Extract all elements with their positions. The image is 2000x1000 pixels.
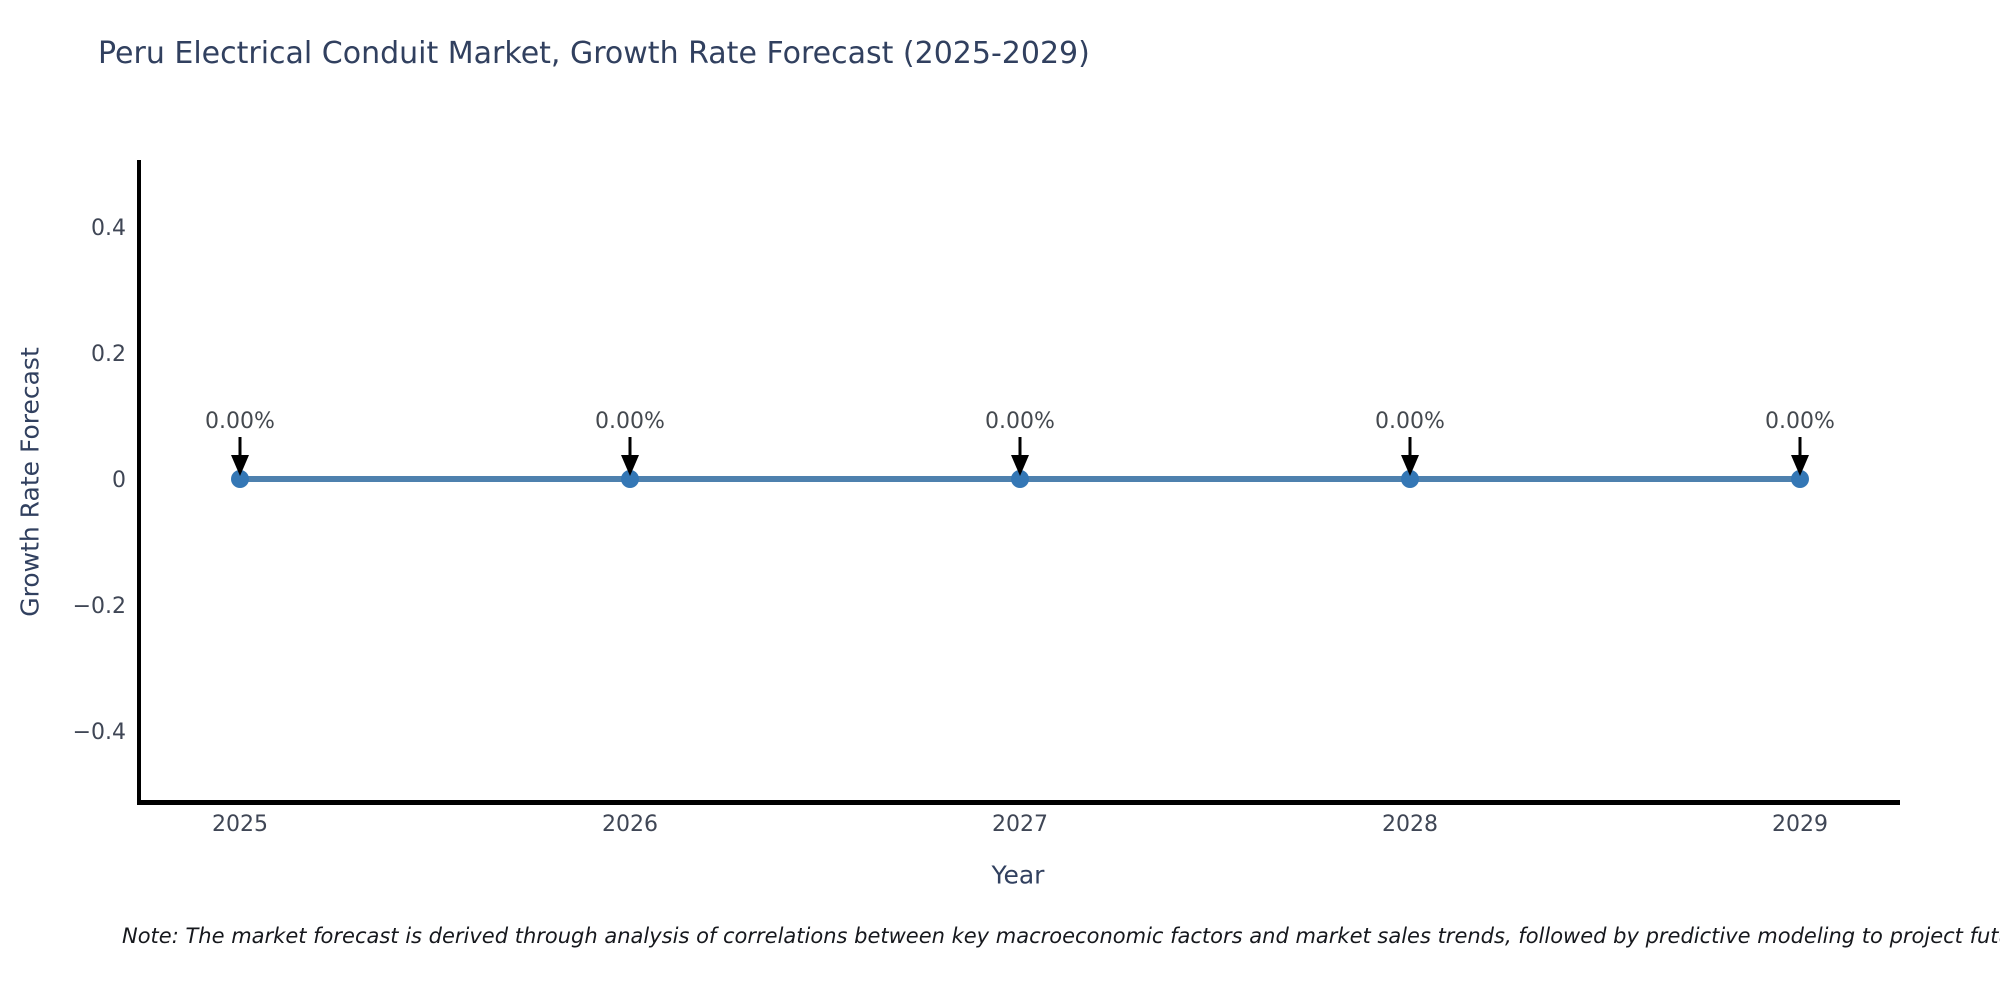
data-point-marker [1401, 470, 1419, 488]
x-axis-title: Year [991, 860, 1045, 890]
data-point-marker [231, 470, 249, 488]
x-tick-label: 2025 [212, 812, 268, 837]
y-tick-label: −0.4 [73, 720, 126, 745]
data-point-marker [1011, 470, 1029, 488]
y-axis-spine [137, 160, 141, 805]
annotation-arrowhead-icon [1791, 455, 1809, 476]
annotation-arrowhead-icon [231, 455, 249, 476]
footnote: Note: The market forecast is derived thr… [122, 924, 2000, 948]
y-tick-label: 0 [112, 468, 126, 493]
x-tick-label: 2028 [1382, 812, 1438, 837]
x-tick-label: 2027 [992, 812, 1048, 837]
y-tick-label: −0.2 [73, 594, 126, 619]
point-value-label: 0.00% [205, 409, 275, 434]
y-tick-label: 0.2 [91, 342, 126, 367]
annotation-arrowhead-icon [1011, 455, 1029, 476]
chart-title: Peru Electrical Conduit Market, Growth R… [98, 36, 1090, 71]
y-tick-label: 0.4 [91, 216, 126, 241]
data-point-marker [1791, 470, 1809, 488]
x-axis-spine [137, 800, 1900, 805]
data-point-marker [621, 470, 639, 488]
x-tick-label: 2029 [1772, 812, 1828, 837]
annotation-arrowhead-icon [1401, 455, 1419, 476]
annotation-arrowhead-icon [621, 455, 639, 476]
point-value-label: 0.00% [1765, 409, 1835, 434]
point-value-label: 0.00% [1375, 409, 1445, 434]
point-value-label: 0.00% [985, 409, 1055, 434]
point-value-label: 0.00% [595, 409, 665, 434]
x-tick-label: 2026 [602, 812, 658, 837]
